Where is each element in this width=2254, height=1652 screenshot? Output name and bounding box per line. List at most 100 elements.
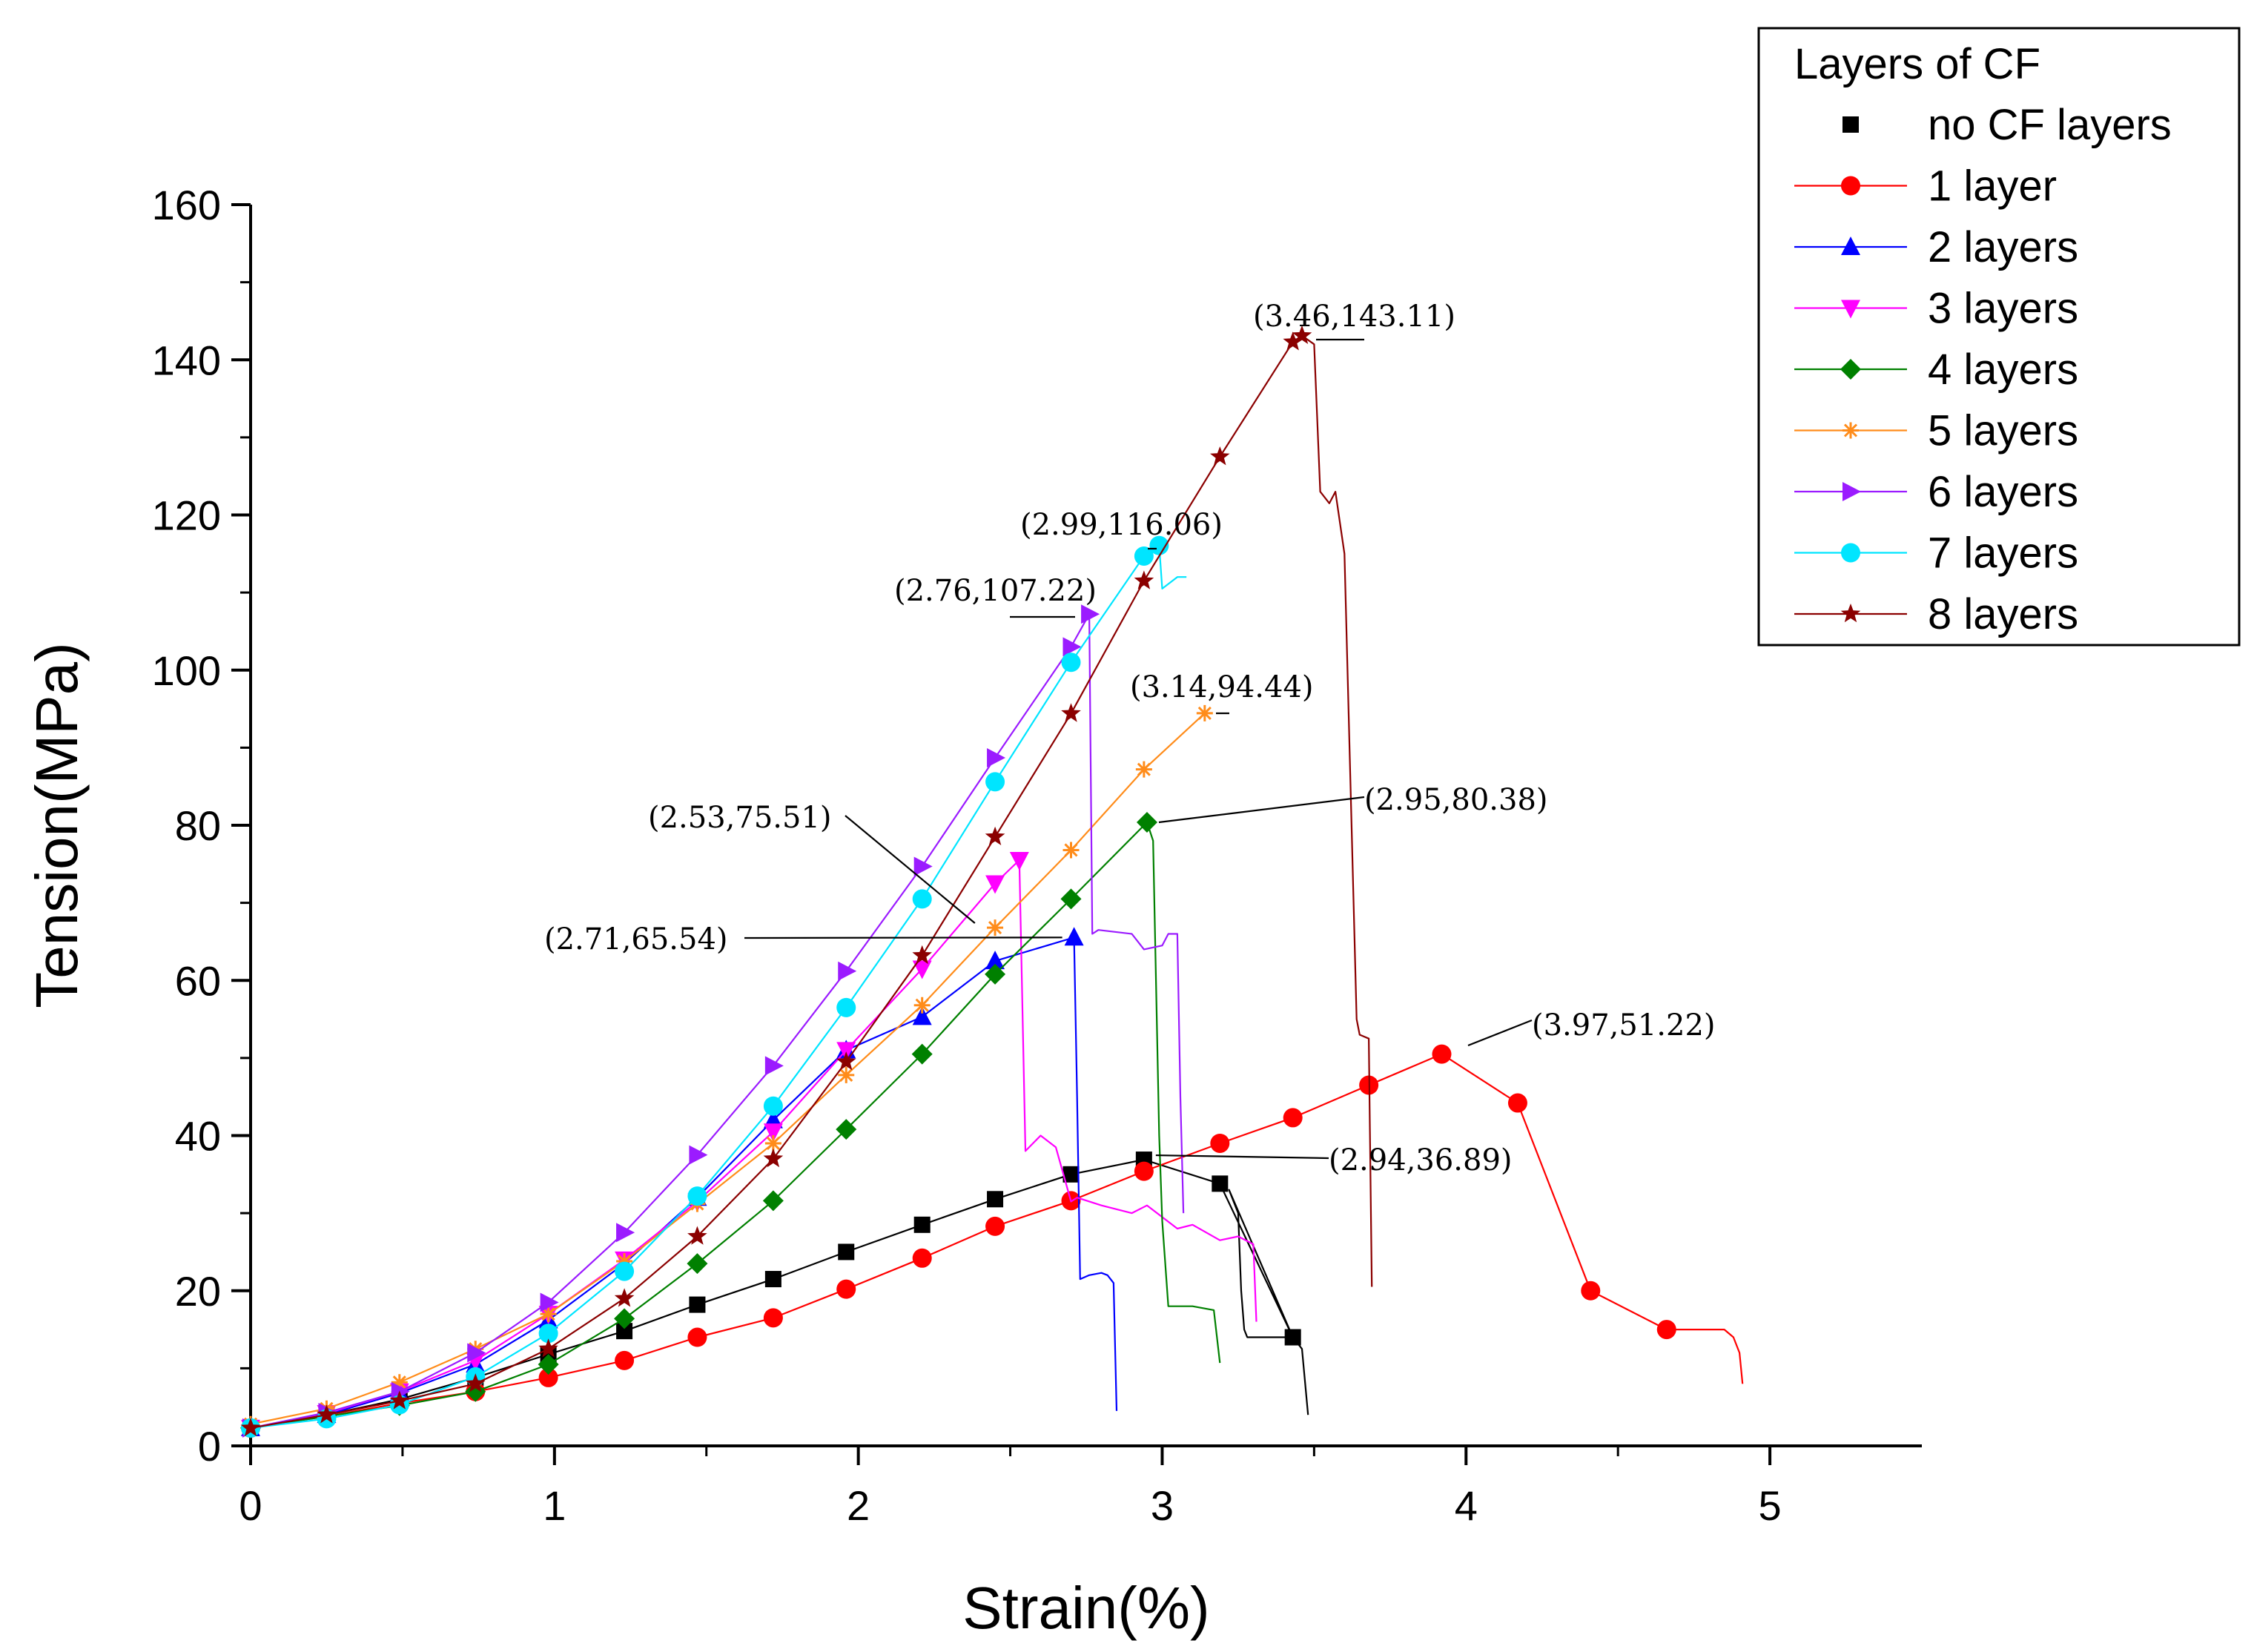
data-point	[763, 1148, 784, 1168]
data-point	[1292, 325, 1312, 344]
data-point	[687, 1327, 707, 1347]
legend-label: 3 layers	[1928, 285, 2078, 333]
series-line	[250, 821, 1221, 1429]
x-tick-label: 5	[1759, 1482, 1782, 1529]
data-point	[689, 1296, 706, 1313]
data-point	[913, 856, 933, 876]
annotation-leader	[845, 815, 976, 924]
data-point	[538, 1324, 558, 1344]
data-point	[987, 1191, 1004, 1208]
legend-item: 6 layers	[1794, 468, 2078, 516]
legend-label: 8 layers	[1928, 590, 2078, 638]
data-point	[1081, 604, 1100, 624]
series-4	[240, 812, 1221, 1438]
legend-marker	[1840, 604, 1861, 623]
axes: 0 20 40 60 80 100 120 140 160 0 1 2 3 4 5	[152, 182, 1922, 1529]
series-line	[250, 544, 1187, 1429]
data-point	[687, 1186, 707, 1206]
legend-label: 6 layers	[1928, 468, 2078, 516]
data-point	[614, 1308, 635, 1329]
y-tick-label: 140	[152, 337, 221, 383]
data-point	[1432, 1044, 1452, 1064]
annotation-label: (2.95,80.38)	[1364, 783, 1548, 817]
data-point	[1009, 851, 1029, 870]
data-point	[1196, 704, 1213, 721]
legend-label: 1 layer	[1928, 162, 2057, 211]
legend-marker	[1841, 176, 1860, 196]
data-point	[985, 875, 1005, 894]
data-point	[763, 1308, 783, 1328]
data-point	[836, 1119, 857, 1140]
legend-item: 7 layers	[1794, 529, 2078, 578]
data-point	[389, 1390, 410, 1410]
legend-item: no CF layers	[1842, 101, 2172, 149]
data-point	[1136, 812, 1157, 833]
data-point	[1134, 570, 1154, 589]
data-point	[912, 889, 932, 909]
data-point	[391, 1374, 408, 1391]
legend-label: no CF layers	[1928, 101, 2172, 149]
annotation-label: (2.99,116.06)	[1020, 508, 1223, 542]
series-6	[242, 604, 1185, 1438]
data-point	[1134, 1161, 1154, 1181]
legend-marker	[1842, 482, 1861, 501]
data-point	[985, 963, 1006, 985]
series-7	[241, 535, 1187, 1438]
annotation-label: (2.76,107.22)	[894, 574, 1097, 608]
data-point	[687, 1226, 707, 1245]
annotation: (2.95,80.38)	[1158, 783, 1548, 824]
data-point	[985, 826, 1005, 845]
data-point	[1581, 1281, 1601, 1301]
data-point	[1134, 546, 1154, 566]
y-tick-label: 20	[175, 1268, 221, 1315]
legend-label: 5 layers	[1928, 407, 2078, 455]
annotation-label: (3.97,51.22)	[1532, 1008, 1716, 1043]
data-point	[1284, 1329, 1301, 1346]
annotation: (3.46,143.11)	[1253, 300, 1455, 341]
legend-marker	[1842, 116, 1859, 133]
series-line	[250, 859, 1257, 1429]
data-point	[1135, 761, 1152, 778]
data-point	[615, 1261, 635, 1281]
data-point	[538, 1338, 558, 1358]
data-point	[985, 772, 1005, 792]
annotation: (2.53,75.51)	[648, 801, 976, 924]
y-tick-label: 0	[198, 1423, 221, 1470]
data-point	[1064, 927, 1084, 946]
data-point	[763, 1123, 783, 1143]
data-point	[1283, 331, 1303, 351]
legend-item: 5 layers	[1794, 407, 2078, 455]
data-point	[836, 1279, 856, 1299]
data-point	[1062, 842, 1080, 859]
data-point	[615, 1350, 635, 1370]
legend-label: 7 layers	[1928, 529, 2078, 578]
data-point	[317, 1404, 337, 1424]
data-point	[987, 747, 1006, 767]
data-point	[1060, 888, 1082, 910]
legend-marker	[1841, 237, 1860, 255]
data-point	[467, 1343, 486, 1363]
data-point	[1061, 703, 1081, 722]
data-point	[1210, 446, 1230, 466]
data-point	[913, 997, 931, 1014]
data-point	[616, 1223, 635, 1243]
series-8	[240, 325, 1373, 1437]
annotation: (2.99,116.06)	[1020, 508, 1223, 550]
series-layer	[240, 325, 1744, 1438]
legend-label: 4 layers	[1928, 346, 2078, 394]
data-point	[836, 1042, 856, 1061]
data-point	[836, 1051, 856, 1071]
annotation: (2.94,36.89)	[1155, 1143, 1513, 1177]
annotation: (2.76,107.22)	[894, 574, 1097, 618]
legend-item: 1 layer	[1794, 162, 2057, 211]
data-point	[985, 1216, 1005, 1236]
legend: Layers of CF no CF layers 1 layer 2 layers…	[1757, 27, 2241, 647]
y-tick-label: 160	[152, 182, 221, 228]
data-point	[912, 1248, 932, 1268]
legend-marker	[1840, 359, 1861, 380]
data-point	[1656, 1320, 1676, 1340]
data-point	[838, 1243, 855, 1261]
legend-item: 2 layers	[1794, 223, 2078, 271]
series-2	[241, 927, 1118, 1436]
